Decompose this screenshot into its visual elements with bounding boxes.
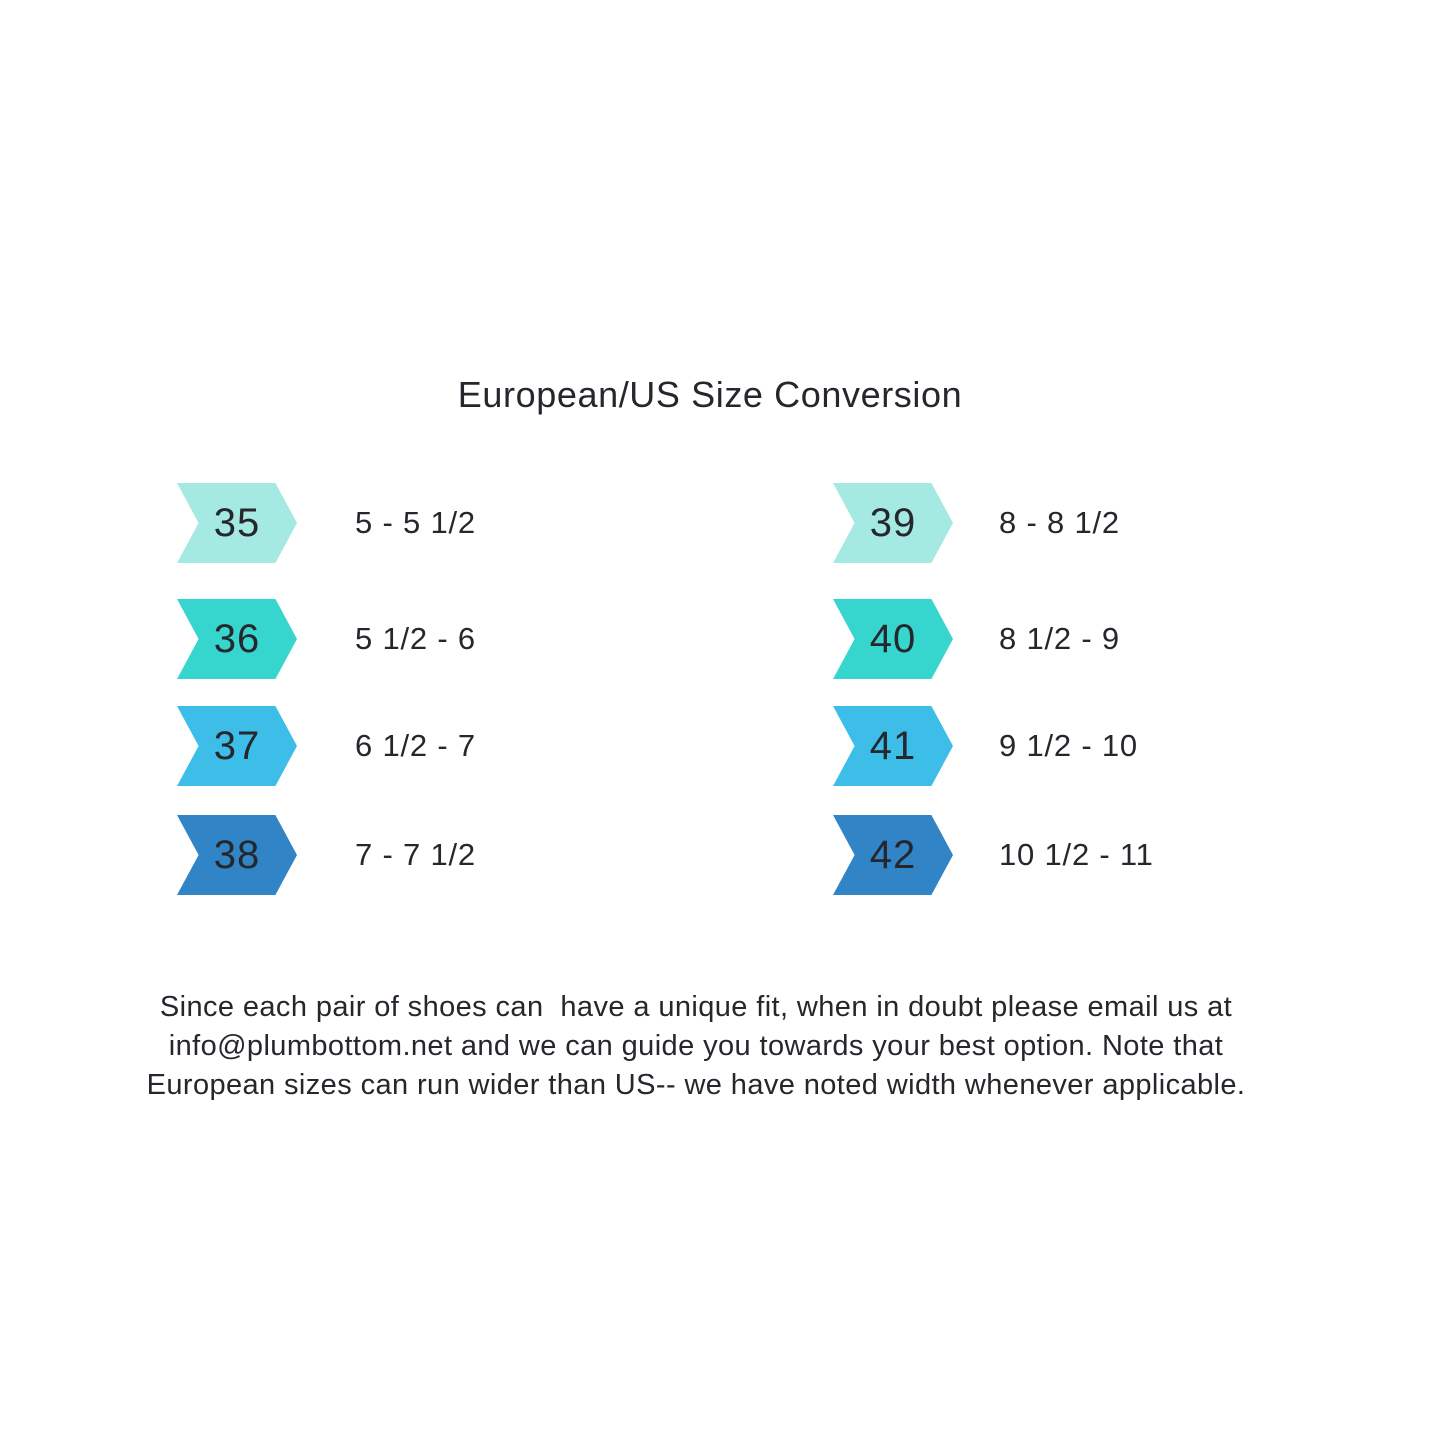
fit-note-line-3: European sizes can run wider than US-- w… [146, 1069, 1246, 1101]
eu-size-arrow-badge: 38 [177, 815, 297, 895]
size-row-41: 41 9 1/2 - 10 [833, 706, 1138, 786]
fit-note: Since each pair of shoes can have a uniq… [0, 988, 1392, 1105]
size-row-39: 39 8 - 8 1/2 [833, 483, 1120, 563]
eu-size-value: 39 [869, 500, 917, 545]
fit-note-line-2: info@plumbottom.net and we can guide you… [168, 1030, 1224, 1062]
eu-size-arrow-badge: 41 [833, 706, 953, 786]
us-size-value: 6 1/2 - 7 [355, 728, 476, 763]
us-size-value: 5 - 5 1/2 [355, 505, 476, 540]
eu-size-value: 41 [869, 723, 917, 768]
us-size-value: 8 - 8 1/2 [999, 505, 1120, 540]
us-size-value: 5 1/2 - 6 [355, 621, 476, 656]
size-row-42: 42 10 1/2 - 11 [833, 815, 1154, 895]
eu-size-value: 36 [213, 616, 261, 661]
us-size-value: 8 1/2 - 9 [999, 621, 1120, 656]
us-size-value: 9 1/2 - 10 [999, 728, 1138, 763]
eu-size-value: 35 [213, 500, 261, 545]
us-size-value: 10 1/2 - 11 [999, 837, 1154, 872]
eu-size-value: 42 [869, 832, 917, 877]
eu-size-arrow-badge: 37 [177, 706, 297, 786]
eu-size-value: 37 [213, 723, 261, 768]
eu-size-arrow-badge: 40 [833, 599, 953, 679]
eu-size-value: 40 [869, 616, 917, 661]
page-title: European/US Size Conversion [457, 374, 963, 415]
eu-size-arrow-badge: 42 [833, 815, 953, 895]
eu-size-arrow-badge: 35 [177, 483, 297, 563]
fit-note-line-1: Since each pair of shoes can have a uniq… [159, 991, 1233, 1023]
eu-size-value: 38 [213, 832, 261, 877]
size-row-35: 35 5 - 5 1/2 [177, 483, 476, 563]
size-row-36: 36 5 1/2 - 6 [177, 599, 476, 679]
size-row-37: 37 6 1/2 - 7 [177, 706, 476, 786]
size-row-40: 40 8 1/2 - 9 [833, 599, 1120, 679]
eu-size-arrow-badge: 39 [833, 483, 953, 563]
eu-size-arrow-badge: 36 [177, 599, 297, 679]
us-size-value: 7 - 7 1/2 [355, 837, 476, 872]
size-row-38: 38 7 - 7 1/2 [177, 815, 476, 895]
